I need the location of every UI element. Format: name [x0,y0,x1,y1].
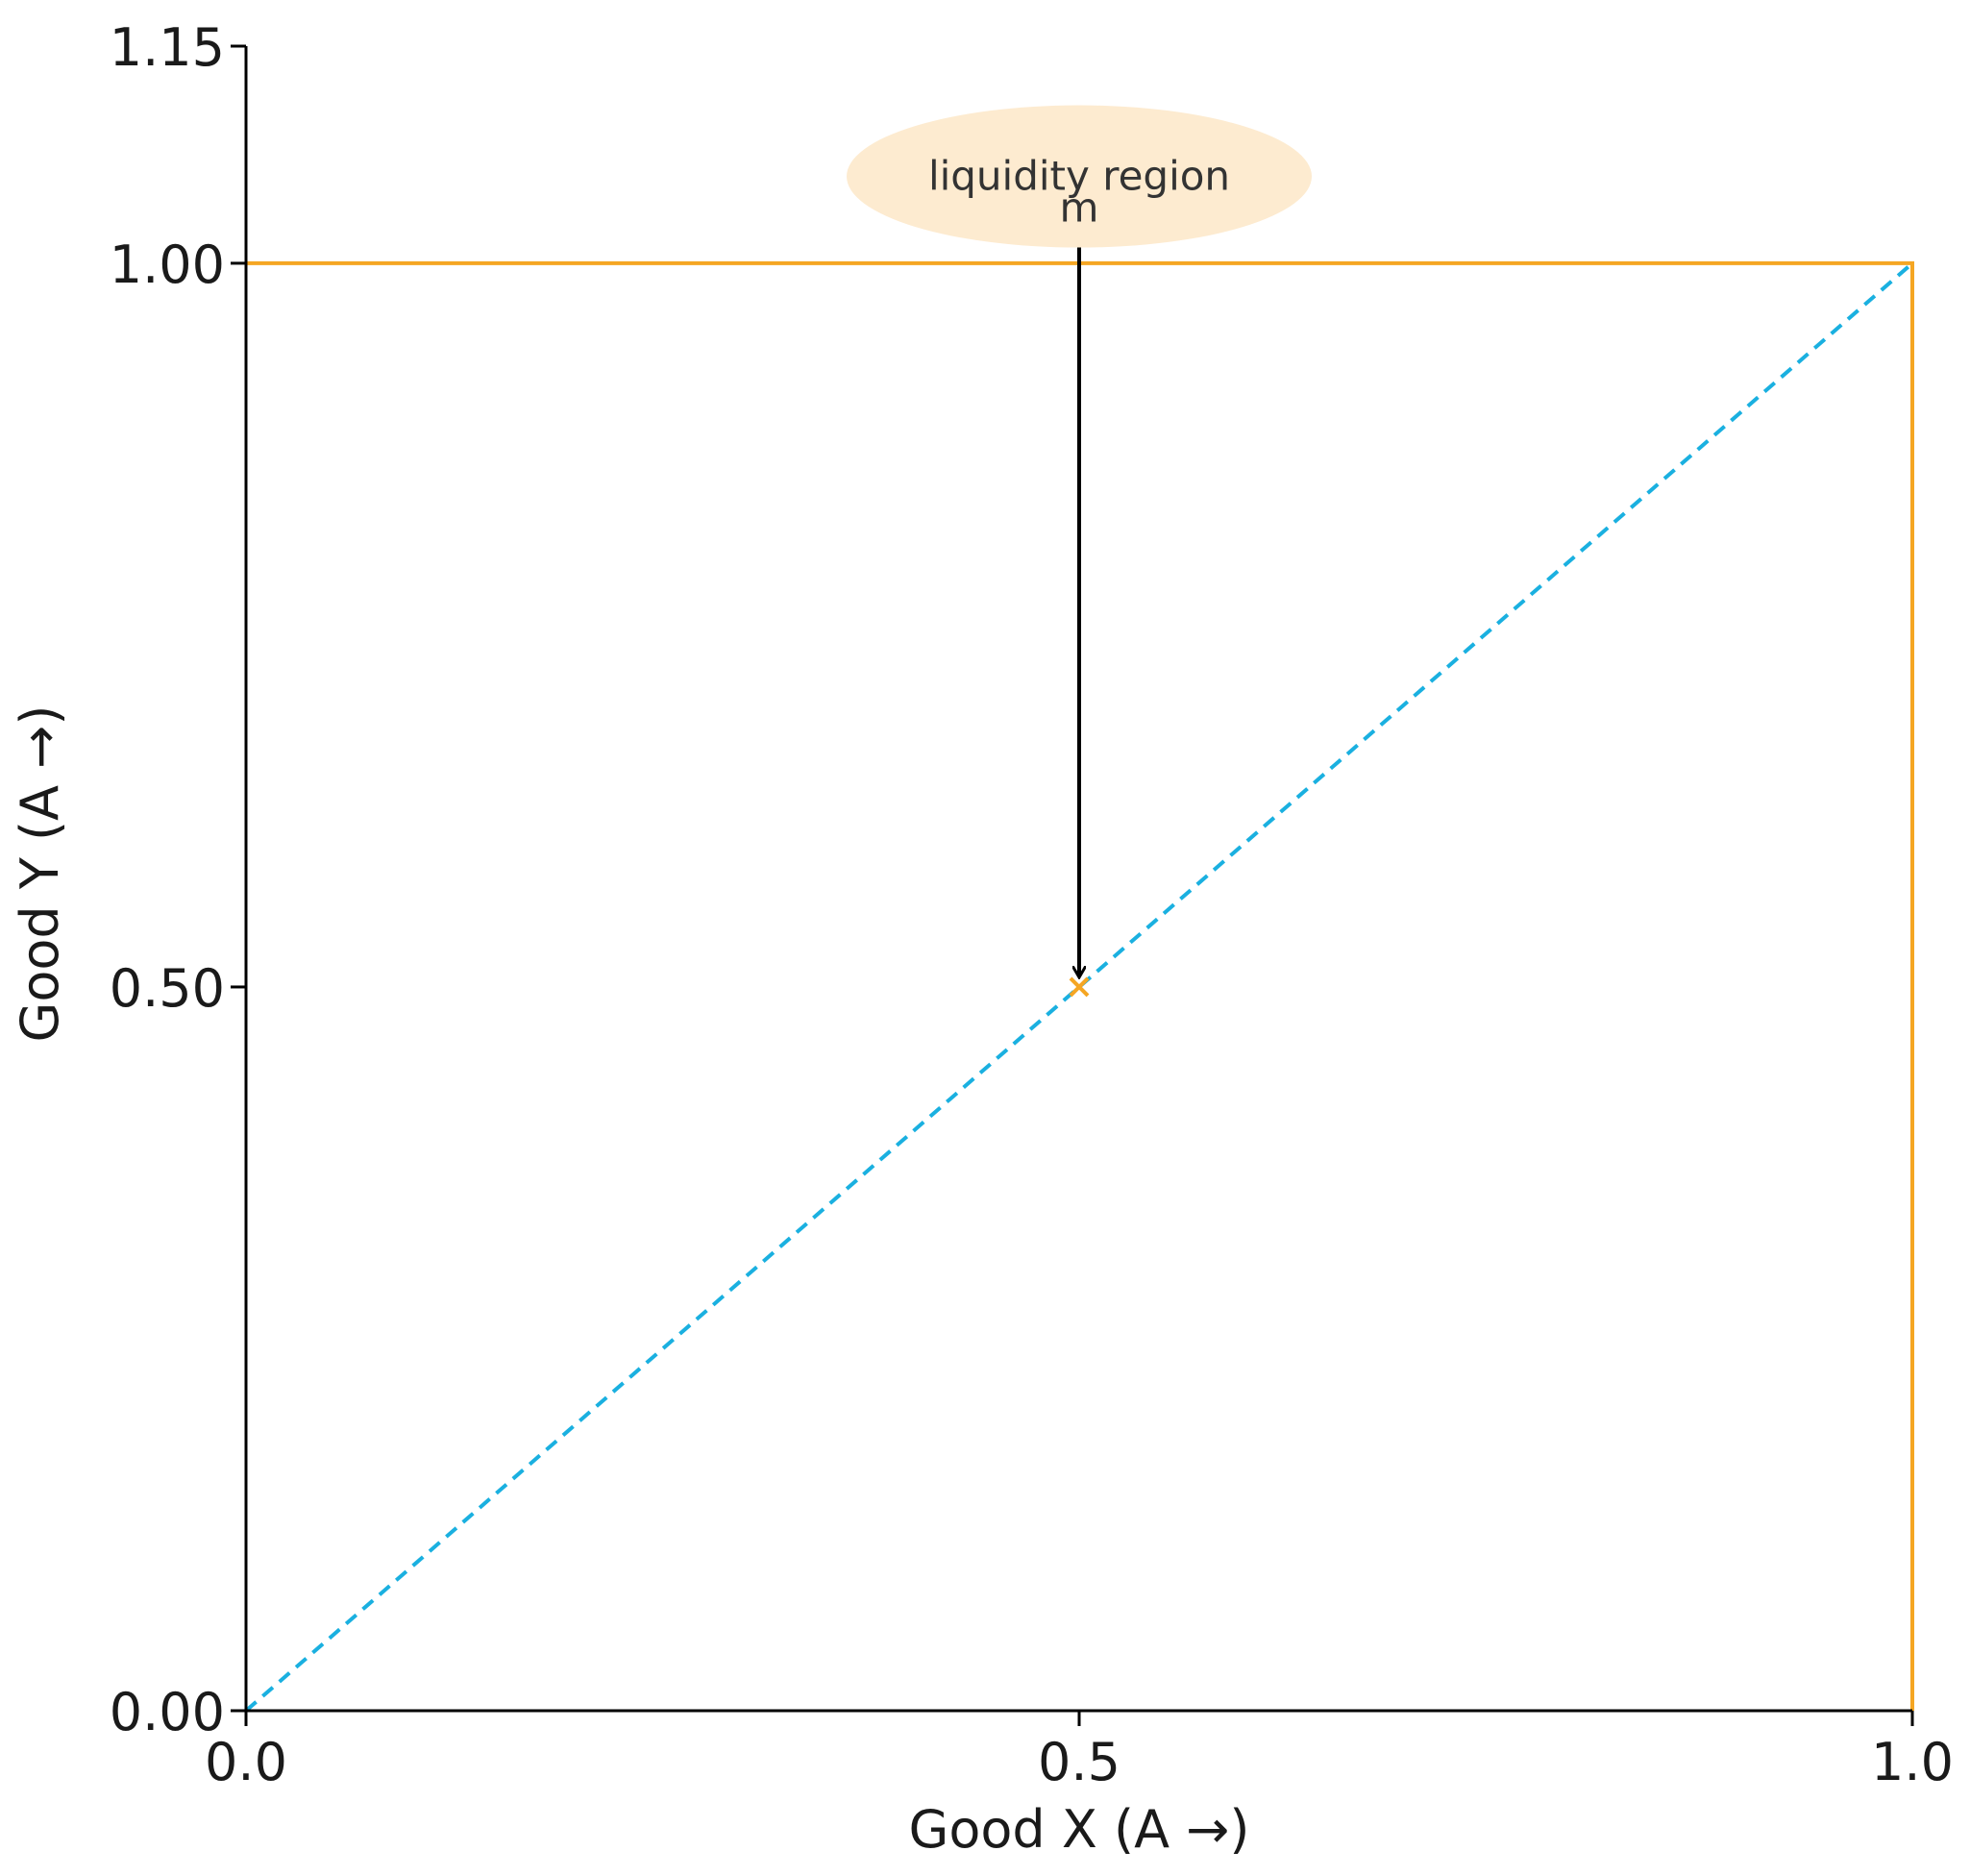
series-line-1 [244,261,1914,1713]
point-marker-stroke [1069,976,1090,998]
annotation-text: liquidity region [928,153,1230,200]
y-tick-label: 0.50 [110,958,225,1019]
y-tick-label: 0.00 [110,1682,225,1742]
x-tick-label: 0.0 [205,1732,287,1792]
x-tick-label: 1.0 [1871,1732,1954,1792]
y-tick-label: 1.00 [110,234,225,295]
y-tick-label: 1.15 [110,17,225,78]
series-line-0 [246,260,1914,1711]
x-tick-label: 0.5 [1038,1732,1120,1792]
y-axis-title: Good Y (A →) [10,705,70,1043]
point-marker-x [1069,976,1090,998]
annotation-text: m [1060,185,1099,232]
x-axis-title: Good X (A →) [908,1799,1249,1860]
annotation-bubble [847,105,1312,248]
